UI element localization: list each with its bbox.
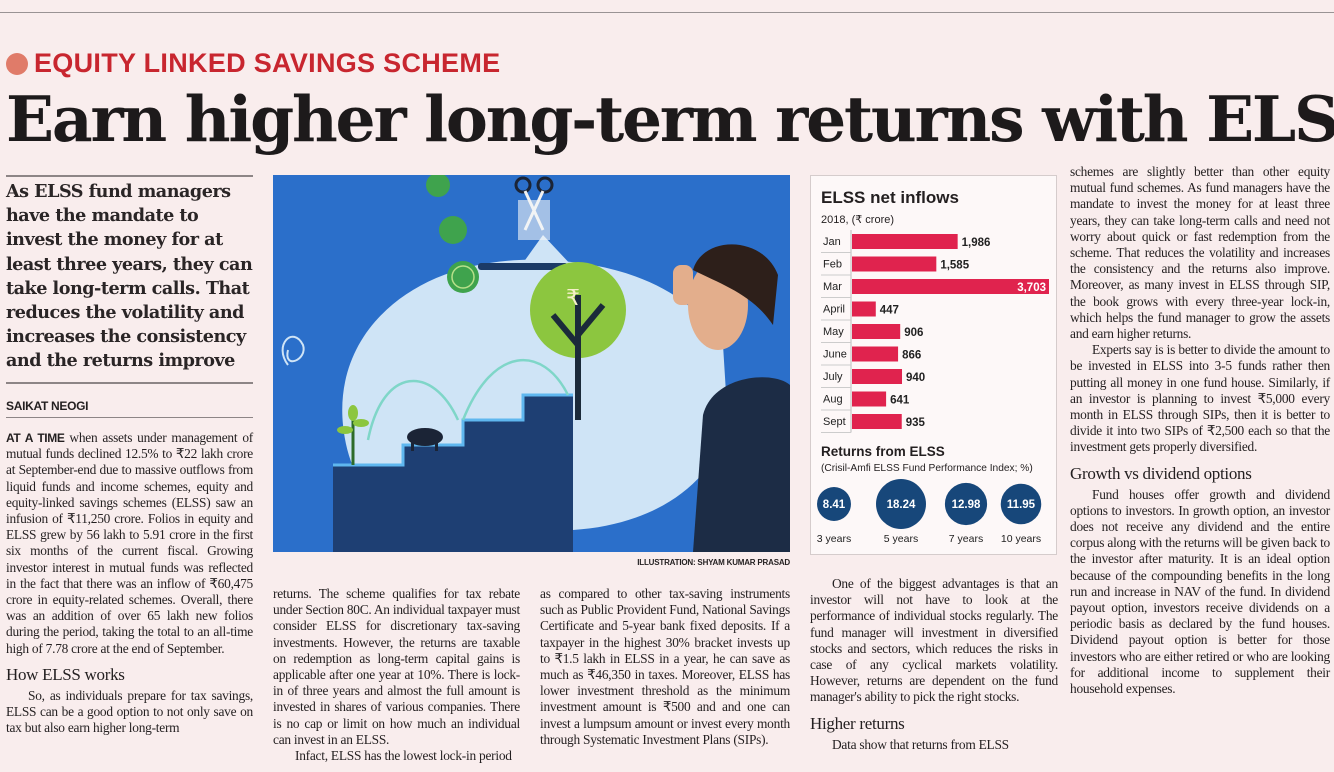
data-label: 1,986 (962, 237, 991, 249)
category-label: 7 years (949, 533, 983, 545)
paragraph: when assets under management of mutual f… (6, 430, 253, 656)
svg-text:₹: ₹ (566, 286, 580, 311)
data-label: 906 (904, 327, 923, 339)
data-label: 3,703 (1017, 282, 1046, 294)
paragraph: Infact, ELSS has the lowest lock-in peri… (295, 748, 512, 764)
category-label: Jan (823, 236, 841, 248)
money-tree-icon: ₹ (530, 262, 626, 420)
piggy-bank-illustration: ₹ (273, 173, 790, 552)
bar (852, 391, 887, 407)
category-label: Aug (823, 394, 843, 406)
headline: Earn higher long-term returns with ELSS (6, 82, 1334, 156)
data-label: 447 (880, 305, 899, 317)
subhead: Growth vs dividend options (1070, 463, 1252, 483)
paragraph: Fund houses offer growth and dividend op… (1070, 486, 1330, 697)
data-label: 18.24 (887, 499, 916, 511)
bar (852, 346, 899, 362)
category-label: July (823, 371, 843, 383)
bar (852, 256, 937, 272)
byline: SAIKAT NEOGI (6, 399, 89, 413)
article-column-3: as compared to other tax-saving instrume… (540, 586, 790, 748)
bar (852, 301, 876, 317)
kicker-text: EQUITY LINKED SAVINGS SCHEME (34, 48, 501, 78)
category-label: June (823, 349, 847, 361)
paragraph: One of the biggest advantages is that an… (810, 576, 1058, 705)
top-rule (0, 12, 1334, 13)
article-column-4: One of the biggest advantages is that an… (810, 576, 1058, 753)
infographic-box: ELSS net inflows 2018, (₹ crore) Jan 1,98… (810, 175, 1057, 555)
bull-icon (407, 428, 443, 451)
article-column-1: AT A TIME when assets under management o… (6, 430, 253, 736)
bar (852, 369, 903, 384)
coin-icons (426, 173, 479, 293)
chart-subtitle: 2018, (₹ crore) (821, 214, 895, 226)
returns-bubble-chart: 8.41 3 years 18.24 5 years 12.98 7 years 11.95… (817, 479, 1042, 545)
subhead: Higher returns (810, 713, 905, 733)
bar (852, 234, 958, 249)
paragraph: Data show that returns from ELSS (832, 736, 1009, 752)
paragraph: Experts say is is better to divide the a… (1070, 342, 1330, 455)
stairs-icon (333, 393, 573, 552)
category-label: 3 years (817, 533, 851, 545)
bar (852, 324, 901, 339)
paragraph: as compared to other tax-saving instrume… (540, 586, 790, 747)
section-kicker: EQUITY LINKED SAVINGS SCHEME (6, 48, 500, 79)
category-label: April (823, 304, 845, 316)
sapling-icon (337, 405, 369, 465)
bar (852, 279, 1049, 294)
data-label: 12.98 (952, 499, 981, 511)
data-label: 940 (906, 372, 925, 384)
data-label: 11.95 (1007, 499, 1036, 511)
subhead: How ELSS works (6, 664, 125, 684)
illustration: ₹ (273, 173, 790, 552)
bubble (876, 479, 926, 529)
bubble (944, 482, 988, 526)
data-label: 641 (890, 395, 910, 407)
divider (6, 175, 253, 177)
article-column-2: returns. The scheme qualifies for tax re… (273, 586, 520, 764)
data-label: 866 (902, 350, 921, 362)
illustration-credit: ILLUSTRATION: SHYAM KUMAR PRASAD (637, 558, 790, 567)
chart-subtitle: (Crisil-Amfi ELSS Fund Performance Index… (821, 463, 1033, 474)
paragraph: schemes are slightly better than other e… (1070, 164, 1330, 342)
category-label: Sept (823, 416, 846, 428)
chart-title: ELSS net inflows (821, 188, 959, 207)
pig-tail-icon (281, 335, 305, 366)
category-label: May (823, 326, 844, 338)
data-label: 8.41 (823, 499, 846, 511)
divider (6, 417, 253, 418)
man-figure-icon (673, 244, 790, 552)
lead-in: AT A TIME (6, 431, 65, 445)
data-label: 1,585 (940, 260, 969, 272)
category-label: 5 years (884, 533, 918, 545)
category-label: Mar (823, 281, 842, 293)
growth-arrow-icon (366, 358, 570, 441)
net-inflows-bar-chart: Jan 1,986 Feb 1,585 Mar 3,703 April 447 May 906 Ju… (821, 230, 1049, 433)
article-column-5: schemes are slightly better than other e… (1070, 164, 1330, 697)
paragraph: returns. The scheme qualifies for tax re… (273, 586, 520, 747)
divider (6, 382, 253, 384)
bullet-dot-icon (6, 52, 28, 75)
bar (852, 414, 902, 429)
bubble (1000, 483, 1042, 525)
paragraph: So, as individuals prepare for tax savin… (6, 687, 253, 736)
category-label: Feb (823, 259, 842, 271)
chart-title: Returns from ELSS (821, 444, 945, 459)
pull-quote: As ELSS fund managers have the mandate t… (6, 181, 253, 372)
category-label: 10 years (1001, 533, 1041, 545)
scissors-icon (514, 176, 554, 240)
bubble (817, 487, 851, 521)
data-label: 935 (906, 417, 926, 429)
